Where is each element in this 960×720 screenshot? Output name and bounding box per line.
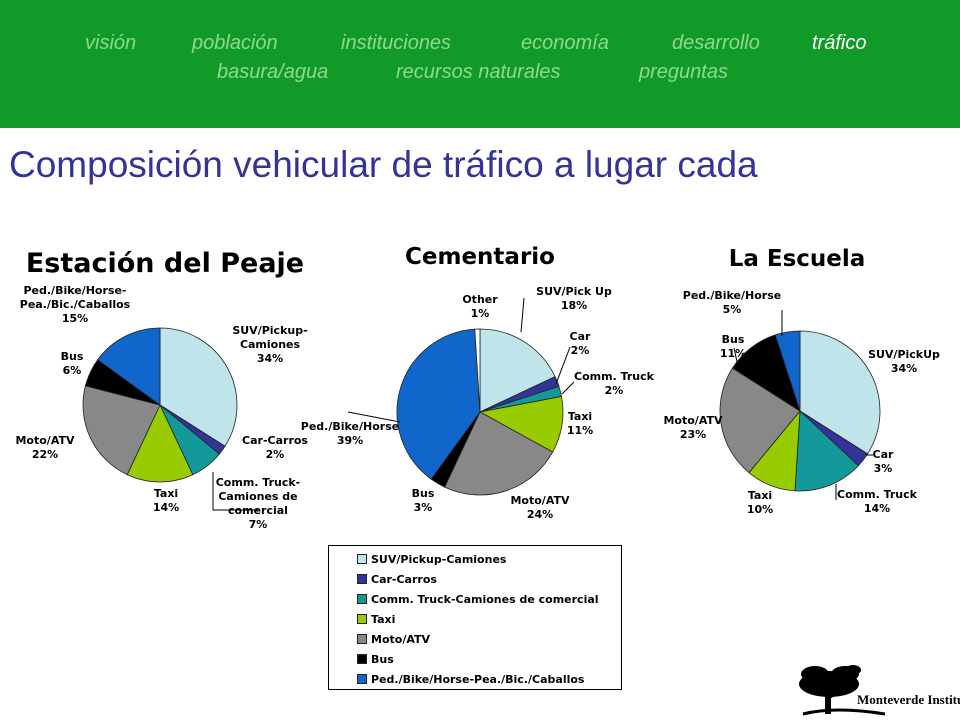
data-label: SUV/PickUp 34% [868, 348, 940, 375]
legend-label: Comm. Truck-Camiones de comercial [371, 592, 599, 606]
data-label: Taxi 10% [747, 489, 773, 516]
data-label: Comm. Truck 2% [574, 370, 655, 397]
legend-item: Taxi [357, 610, 395, 628]
pie-slice [82, 385, 161, 476]
data-label: Ped./Bike/Horse 5% [683, 289, 781, 316]
leader-line [561, 381, 575, 395]
data-label: Ped./Bike/Horse 39% [301, 420, 399, 447]
legend-swatch [357, 574, 367, 584]
nav-item-desarrollo[interactable]: desarrollo [672, 32, 760, 54]
legend-item: Ped./Bike/Horse-Pea./Bic./Caballos [357, 670, 584, 688]
pie-slice [97, 327, 161, 406]
logo-text: Monteverde Institute [857, 692, 960, 707]
pie-slice [774, 330, 801, 412]
legend-item: Moto/ATV [357, 630, 430, 648]
leader-line [555, 346, 571, 385]
data-label: Bus 6% [61, 350, 84, 377]
data-label: SUV/Pickup-Camiones 34% [232, 324, 307, 365]
legend-swatch [357, 654, 367, 664]
data-label: Ped./Bike/Horse-Pea./Bic./Caballos 15% [20, 284, 131, 325]
legend-label: Taxi [371, 612, 396, 626]
leader-line [347, 411, 401, 423]
nav-item-basura-agua[interactable]: basura/agua [217, 61, 329, 83]
data-label: Taxi 11% [567, 410, 593, 437]
pie-slice [794, 410, 859, 492]
leader-line [520, 297, 525, 333]
data-label: Bus 11% [720, 333, 746, 360]
pie-slice [396, 328, 481, 480]
data-label: Car 2% [570, 330, 591, 357]
pie-slice [126, 404, 194, 483]
page-title: Composición vehicular de tráfico a lugar… [9, 144, 758, 185]
legend-swatch [357, 634, 367, 644]
top-navigation: visión población instituciones economía … [0, 0, 960, 128]
data-label: Moto/ATV 24% [510, 494, 569, 521]
legend-label: Ped./Bike/Horse-Pea./Bic./Caballos [371, 672, 585, 686]
pie-slice [474, 328, 481, 413]
data-label: Bus 3% [412, 487, 435, 514]
data-label: Moto/ATV 22% [15, 434, 74, 461]
nav-item-preguntas[interactable]: preguntas [639, 61, 728, 83]
data-label: Car 3% [873, 448, 894, 475]
pie-slice [479, 328, 556, 413]
chart-legend: SUV/Pickup-Camiones Car-Carros Comm. Tru… [328, 545, 622, 690]
chart-title: Cementario [405, 244, 555, 270]
pie-chart: Cementario SUV/Pick Up 18% Car 2% Comm. Truck… [301, 244, 655, 521]
legend-swatch [357, 614, 367, 624]
data-label: Taxi 14% [153, 487, 179, 514]
chart-title: Estación del Peaje [26, 248, 304, 279]
legend-item: Comm. Truck-Camiones de comercial [357, 590, 599, 608]
data-label: Comm. Truck 14% [837, 488, 918, 515]
pie-slice [444, 411, 554, 496]
data-label: Other 1% [462, 293, 498, 320]
legend-item: SUV/Pickup-Camiones [357, 550, 506, 568]
legend-swatch [357, 674, 367, 684]
data-label: SUV/Pick Up 18% [536, 285, 612, 312]
nav-item-economia[interactable]: economía [521, 32, 609, 54]
legend-label: Bus [371, 652, 394, 666]
pie-chart: Estación del Peaje SUV/Pickup-Camiones 34%… [15, 248, 308, 531]
legend-item: Bus [357, 650, 394, 668]
pie-chart: La Escuela SUV/PickUp 34% Car 3% Comm. Truck 1… [663, 246, 940, 516]
nav-item-poblacion[interactable]: población [192, 32, 278, 54]
legend-label: Moto/ATV [371, 632, 431, 646]
pie-slice [159, 327, 238, 447]
nav-item-instituciones[interactable]: instituciones [341, 32, 452, 54]
legend-label: Car-Carros [371, 572, 437, 586]
legend-label: SUV/Pickup-Camiones [371, 552, 507, 566]
nav-item-recursos-naturales[interactable]: recursos naturales [396, 61, 561, 83]
nav-item-trafico[interactable]: tráfico [812, 32, 867, 54]
pie-slice [719, 367, 801, 474]
pie-slice [799, 330, 881, 455]
data-label: Comm. Truck-Camiones de comercial 7% [216, 476, 301, 531]
monteverde-logo: Monteverde Institute [795, 662, 960, 718]
legend-item: Car-Carros [357, 570, 437, 588]
legend-swatch [357, 594, 367, 604]
data-label: Moto/ATV 23% [663, 414, 722, 441]
nav-item-vision[interactable]: visión [85, 32, 137, 54]
leader-line [733, 347, 739, 367]
legend-swatch [357, 554, 367, 564]
data-label: Car-Carros 2% [242, 434, 308, 461]
tree-icon [799, 665, 886, 716]
leader-line [212, 472, 258, 511]
chart-title: La Escuela [729, 246, 866, 272]
